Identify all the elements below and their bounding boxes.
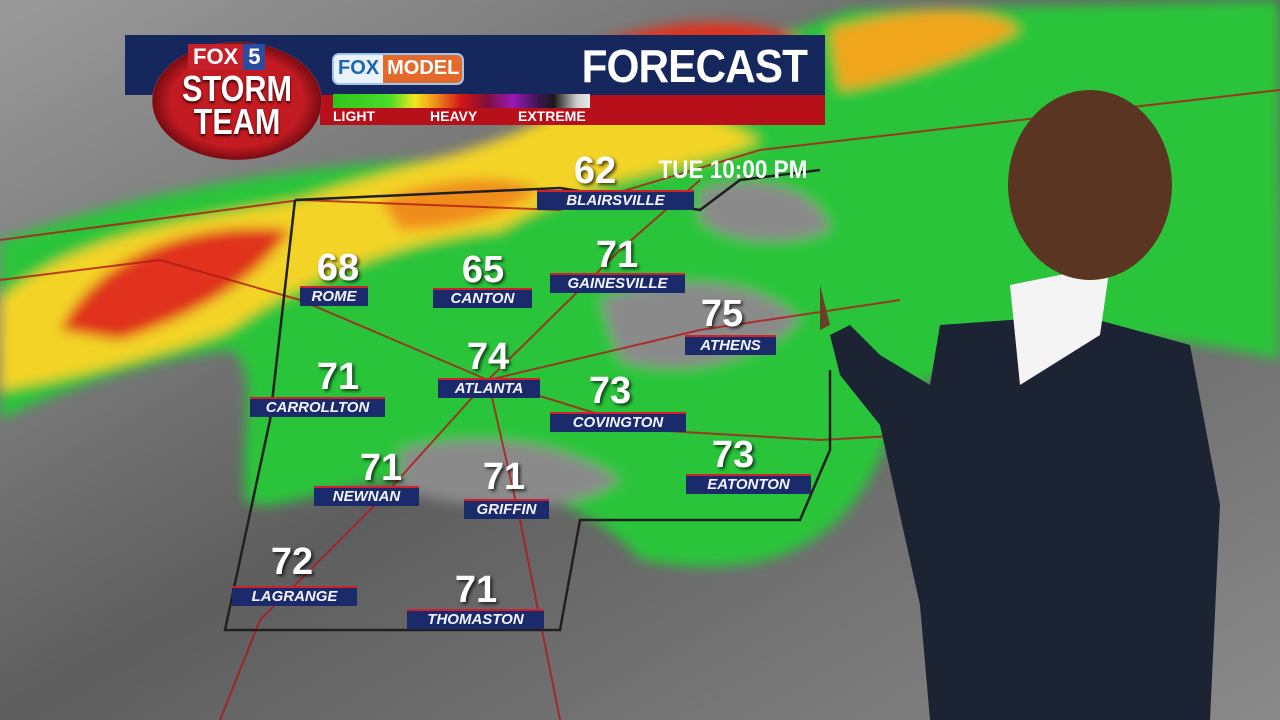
city-temperature: 65 <box>461 249 505 291</box>
city-temperature: 75 <box>700 293 744 335</box>
legend-extreme: EXTREME <box>518 108 586 124</box>
city-label: LAGRANGE <box>232 586 357 606</box>
city-temperature: 71 <box>595 234 639 276</box>
city-label: THOMASTON <box>407 609 544 629</box>
presenter <box>820 90 1220 720</box>
city-temperature: 71 <box>316 356 360 398</box>
city-label: BLAIRSVILLE <box>537 190 694 210</box>
city-temperature: 62 <box>573 150 617 192</box>
presenter-head <box>1008 90 1172 280</box>
city-label: CANTON <box>433 288 532 308</box>
city-temperature: 68 <box>316 247 360 289</box>
city-temperature: 74 <box>466 336 510 378</box>
logo-channel: 5 <box>243 44 266 70</box>
city-label: EATONTON <box>686 474 811 494</box>
city-label: GRIFFIN <box>464 499 549 519</box>
logo-team: TEAM <box>193 101 281 142</box>
city-label: ATHENS <box>685 335 776 355</box>
city-label: CARROLLTON <box>250 397 385 417</box>
model-badge-fox: FOX <box>334 55 384 83</box>
legend-heavy: HEAVY <box>430 108 478 124</box>
legend-light: LIGHT <box>333 108 375 124</box>
presenter-suit <box>830 315 1220 720</box>
city-label: ATLANTA <box>438 378 540 398</box>
city-temperature: 73 <box>711 434 755 476</box>
logo-storm-team: STORM TEAM <box>173 68 301 142</box>
city-temperature: 71 <box>359 447 403 489</box>
presenter-hand <box>820 285 830 330</box>
logo-fox: FOX <box>188 44 244 70</box>
city-temperature: 71 <box>454 569 498 611</box>
logo-storm: STORM <box>182 68 292 109</box>
model-badge-model: MODEL <box>383 55 462 83</box>
city-label: GAINESVILLE <box>550 273 685 293</box>
page-title: FORECAST <box>581 40 808 92</box>
city-label: ROME <box>300 286 368 306</box>
fox5-logo: FOX 5 <box>188 44 288 70</box>
precipitation-legend-scale <box>333 94 590 108</box>
city-temperature: 72 <box>270 541 314 583</box>
state-borders <box>223 168 832 632</box>
city-temperature: 73 <box>588 370 632 412</box>
presenter-shirt <box>1010 265 1110 385</box>
city-label: COVINGTON <box>550 412 686 432</box>
city-label: NEWNAN <box>314 486 419 506</box>
fox-model-badge: FOX MODEL <box>332 53 464 85</box>
forecast-time: TUE 10:00 PM <box>658 156 807 184</box>
city-temperature: 71 <box>482 456 526 498</box>
